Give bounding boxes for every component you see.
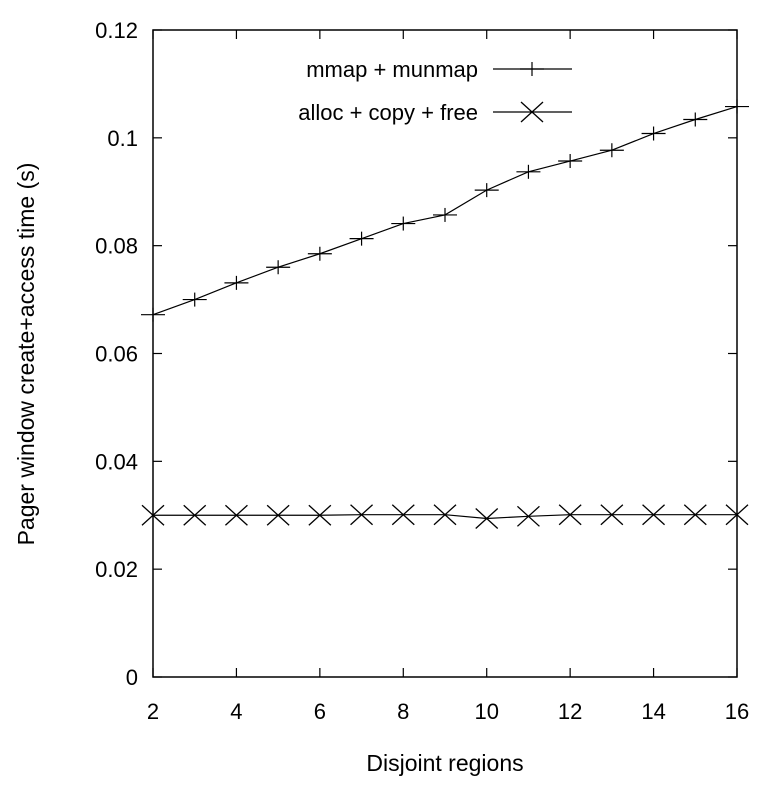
marker-d2 [266,504,290,526]
x-tick-label: 12 [558,699,582,724]
data-point [307,246,332,261]
data-point [350,504,374,526]
marker-d2 [224,504,248,526]
data-point [516,164,541,179]
y-axis-label: Pager window create+access time (s) [13,163,39,546]
y-tick-label: 0.1 [107,126,138,151]
data-point [599,143,624,158]
marker-d2 [725,504,749,526]
data-point [141,307,165,322]
marker-d2 [391,504,415,526]
data-point [183,504,207,526]
marker-d2 [350,504,374,526]
y-tick-label: 0.12 [95,18,138,43]
series-alloc-copy-free [141,504,749,529]
legend: mmap + munmap alloc + copy + free [298,57,572,125]
data-point [433,504,457,526]
marker-d2 [516,505,540,527]
data-point [391,216,416,231]
data-point [266,260,291,275]
y-tick-label: 0.08 [95,234,138,259]
legend-entry: mmap + munmap [306,57,572,82]
x-tick-label: 10 [474,699,498,724]
data-point [224,504,248,526]
data-point [683,112,708,127]
data-point [725,99,749,114]
data-point [308,504,332,526]
legend-marker [520,62,544,76]
x-tick-label: 14 [641,699,665,724]
marker-d2 [600,504,624,526]
x-tick-label: 2 [147,699,159,724]
y-tick-label: 0.06 [95,342,138,367]
marker-d2 [558,504,582,526]
x-tick-label: 8 [397,699,409,724]
data-point [475,508,499,529]
marker-d2 [475,508,499,529]
x-tick-label: 4 [230,699,242,724]
marker-d2 [141,504,165,526]
legend-entry: alloc + copy + free [298,100,572,125]
data-point [224,275,249,290]
data-point [683,504,707,526]
legend-marker [520,101,544,123]
data-point [516,505,540,527]
series-mmap-munmap [141,99,749,322]
y-tick-label: 0.04 [95,449,138,474]
marker-d2 [308,504,332,526]
y-tick-label: 0.02 [95,557,138,582]
marker-d2 [642,504,666,526]
data-point [266,504,290,526]
y-tick-label: 0 [126,665,138,690]
x-axis-label: Disjoint regions [366,750,523,776]
marker-d2 [683,504,707,526]
x-tick-label: 16 [725,699,749,724]
data-point [141,504,165,526]
legend-label: mmap + munmap [306,57,478,82]
marker-d2 [183,504,207,526]
data-point [474,183,499,198]
plot-frame [152,29,738,678]
data-point [558,504,582,526]
data-point [349,231,374,246]
data-point [600,504,624,526]
data-point [641,126,666,141]
x-tick-label: 6 [314,699,326,724]
data-point [642,504,666,526]
data-point [433,207,457,222]
legend-label: alloc + copy + free [298,100,478,125]
axis-ticks: 2 4 6 8 10 12 14 16 0 0.02 0.04 0.06 0.08 0.1 0.12 [95,18,749,724]
marker-d2 [433,504,457,526]
data-point [725,504,749,526]
data-point [182,292,207,307]
data-point [391,504,415,526]
data-point [558,154,583,169]
series-layer [141,99,749,529]
marker-d2 [520,101,544,123]
